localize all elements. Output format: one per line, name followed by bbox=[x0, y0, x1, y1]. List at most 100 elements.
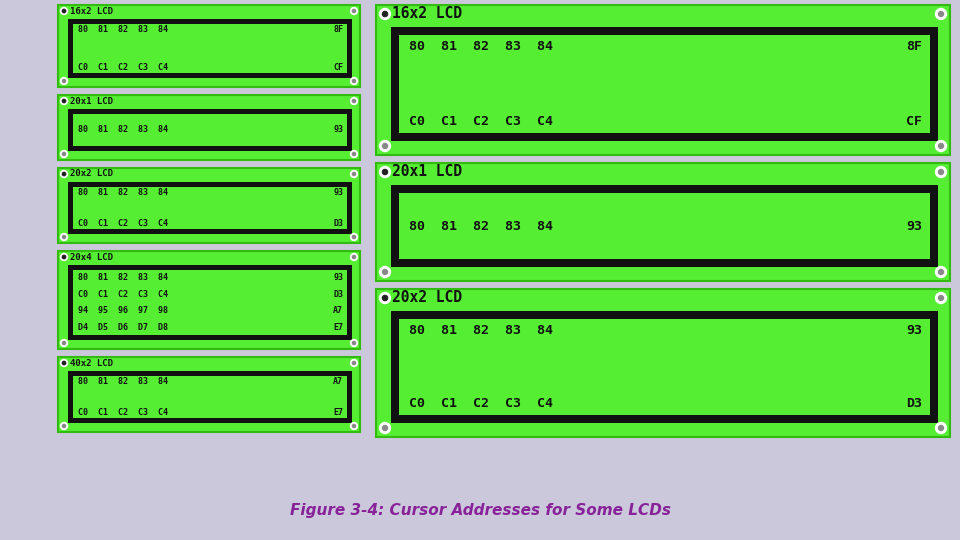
Circle shape bbox=[350, 233, 357, 240]
Circle shape bbox=[352, 361, 355, 365]
Circle shape bbox=[379, 9, 391, 19]
Circle shape bbox=[62, 9, 65, 12]
Circle shape bbox=[939, 269, 944, 274]
Circle shape bbox=[939, 295, 944, 300]
Circle shape bbox=[352, 79, 355, 83]
Circle shape bbox=[352, 152, 355, 156]
Text: D3: D3 bbox=[906, 397, 922, 410]
Circle shape bbox=[382, 269, 388, 274]
Text: E7: E7 bbox=[333, 323, 343, 332]
Text: E7: E7 bbox=[333, 408, 343, 417]
Text: 93: 93 bbox=[333, 187, 343, 197]
Text: 93: 93 bbox=[906, 219, 922, 233]
Bar bbox=[399, 319, 930, 415]
Bar bbox=[68, 265, 352, 340]
Circle shape bbox=[350, 151, 357, 158]
Circle shape bbox=[382, 11, 388, 17]
Circle shape bbox=[382, 11, 388, 17]
Text: 80  81  82  83  84: 80 81 82 83 84 bbox=[78, 187, 168, 197]
Bar bbox=[73, 376, 347, 418]
Text: C0  C1  C2  C3  C4: C0 C1 C2 C3 C4 bbox=[78, 219, 168, 228]
Circle shape bbox=[352, 9, 355, 12]
Text: CF: CF bbox=[333, 63, 343, 72]
Bar bbox=[73, 270, 347, 335]
Text: 80  81  82  83  84: 80 81 82 83 84 bbox=[409, 324, 553, 337]
Bar bbox=[391, 311, 938, 423]
Text: A7: A7 bbox=[333, 306, 343, 315]
Circle shape bbox=[350, 171, 357, 178]
Circle shape bbox=[379, 422, 391, 434]
Circle shape bbox=[350, 78, 357, 84]
Text: 93: 93 bbox=[333, 125, 343, 134]
Text: 40x2 LCD: 40x2 LCD bbox=[69, 359, 112, 368]
Text: 20x1 LCD: 20x1 LCD bbox=[69, 97, 112, 105]
Bar bbox=[58, 357, 360, 432]
Circle shape bbox=[935, 267, 947, 278]
Circle shape bbox=[62, 255, 65, 259]
Circle shape bbox=[62, 361, 65, 365]
Bar bbox=[391, 27, 938, 141]
Circle shape bbox=[939, 426, 944, 430]
Circle shape bbox=[379, 140, 391, 152]
Text: 20x2 LCD: 20x2 LCD bbox=[69, 170, 112, 179]
Bar bbox=[73, 187, 347, 229]
Circle shape bbox=[62, 172, 65, 176]
Circle shape bbox=[350, 360, 357, 367]
Text: 16x2 LCD: 16x2 LCD bbox=[393, 6, 463, 22]
Bar bbox=[376, 5, 950, 155]
Circle shape bbox=[60, 360, 67, 367]
Circle shape bbox=[350, 98, 357, 105]
Text: A7: A7 bbox=[333, 376, 343, 386]
Circle shape bbox=[379, 166, 391, 178]
Circle shape bbox=[379, 267, 391, 278]
Circle shape bbox=[60, 151, 67, 158]
Circle shape bbox=[62, 152, 65, 156]
Circle shape bbox=[935, 166, 947, 178]
Text: C0  C1  C2  C3  C4: C0 C1 C2 C3 C4 bbox=[409, 114, 553, 128]
Bar bbox=[58, 168, 360, 243]
Bar bbox=[399, 35, 930, 133]
Text: 80  81  82  83  84: 80 81 82 83 84 bbox=[78, 376, 168, 386]
Bar bbox=[391, 185, 938, 267]
Text: 20x2 LCD: 20x2 LCD bbox=[393, 291, 463, 306]
Text: C0  C1  C2  C3  C4: C0 C1 C2 C3 C4 bbox=[78, 290, 168, 299]
Circle shape bbox=[352, 341, 355, 345]
Text: 20x4 LCD: 20x4 LCD bbox=[69, 253, 112, 261]
Circle shape bbox=[382, 170, 388, 174]
Circle shape bbox=[60, 98, 67, 105]
Bar bbox=[68, 19, 352, 78]
Circle shape bbox=[935, 422, 947, 434]
Circle shape bbox=[62, 172, 65, 176]
Circle shape bbox=[379, 293, 391, 303]
Circle shape bbox=[935, 9, 947, 19]
Bar bbox=[399, 193, 930, 259]
Circle shape bbox=[382, 295, 388, 300]
Text: D4  D5  D6  D7  D8: D4 D5 D6 D7 D8 bbox=[78, 323, 168, 332]
Circle shape bbox=[60, 233, 67, 240]
Circle shape bbox=[935, 293, 947, 303]
Circle shape bbox=[60, 422, 67, 429]
Circle shape bbox=[350, 422, 357, 429]
Text: 20x1 LCD: 20x1 LCD bbox=[393, 165, 463, 179]
Circle shape bbox=[352, 255, 355, 259]
Circle shape bbox=[352, 172, 355, 176]
Circle shape bbox=[62, 99, 65, 103]
Text: C0  C1  C2  C3  C4: C0 C1 C2 C3 C4 bbox=[78, 408, 168, 417]
Text: 80  81  82  83  84: 80 81 82 83 84 bbox=[78, 273, 168, 282]
Circle shape bbox=[350, 253, 357, 260]
Circle shape bbox=[382, 170, 388, 174]
Bar bbox=[68, 371, 352, 423]
Circle shape bbox=[352, 99, 355, 103]
Circle shape bbox=[350, 340, 357, 347]
Bar bbox=[58, 251, 360, 349]
Circle shape bbox=[382, 295, 388, 300]
Text: D3: D3 bbox=[333, 290, 343, 299]
Circle shape bbox=[939, 11, 944, 17]
Bar bbox=[73, 24, 347, 73]
Circle shape bbox=[60, 253, 67, 260]
Circle shape bbox=[350, 8, 357, 15]
Bar bbox=[58, 5, 360, 87]
Text: 80  81  82  83  84: 80 81 82 83 84 bbox=[409, 219, 553, 233]
Circle shape bbox=[60, 340, 67, 347]
Circle shape bbox=[935, 140, 947, 152]
